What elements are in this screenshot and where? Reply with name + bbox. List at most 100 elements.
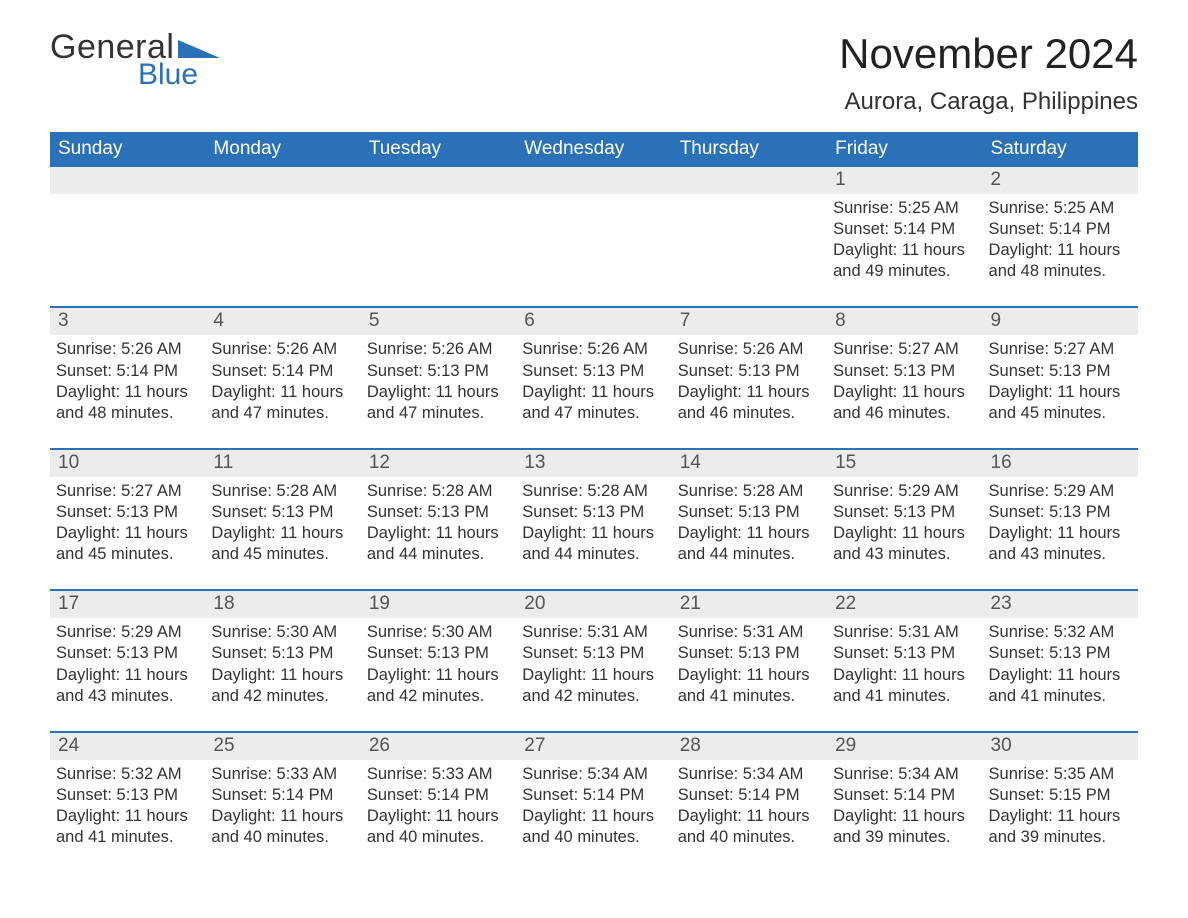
day-details: Sunrise: 5:33 AMSunset: 5:14 PMDaylight:… xyxy=(211,764,354,848)
weekday-header: Monday xyxy=(205,132,360,167)
sunset-text: Sunset: 5:13 PM xyxy=(833,502,976,523)
day-details: Sunrise: 5:34 AMSunset: 5:14 PMDaylight:… xyxy=(678,764,821,848)
daylight-text: Daylight: 11 hours and 49 minutes. xyxy=(833,240,976,282)
day-number-bar: 16 xyxy=(983,448,1138,477)
sunset-text: Sunset: 5:13 PM xyxy=(522,643,665,664)
sunset-text: Sunset: 5:13 PM xyxy=(989,361,1132,382)
day-number: 6 xyxy=(524,310,535,331)
day-number: 20 xyxy=(524,593,545,614)
sunset-text: Sunset: 5:13 PM xyxy=(833,643,976,664)
day-number: 1 xyxy=(835,169,846,190)
day-cell xyxy=(516,167,671,306)
daylight-text: Daylight: 11 hours and 42 minutes. xyxy=(367,665,510,707)
sunrise-text: Sunrise: 5:28 AM xyxy=(367,481,510,502)
sunset-text: Sunset: 5:13 PM xyxy=(678,643,821,664)
sunrise-text: Sunrise: 5:29 AM xyxy=(989,481,1132,502)
sunrise-text: Sunrise: 5:29 AM xyxy=(833,481,976,502)
daylight-text: Daylight: 11 hours and 42 minutes. xyxy=(522,665,665,707)
sunrise-text: Sunrise: 5:26 AM xyxy=(56,339,199,360)
daylight-text: Daylight: 11 hours and 40 minutes. xyxy=(678,806,821,848)
weekday-header: Wednesday xyxy=(516,132,671,167)
day-cell: 6 Sunrise: 5:26 AMSunset: 5:13 PMDaylight… xyxy=(516,306,671,447)
day-number-bar: 12 xyxy=(361,448,516,477)
weekday-header: Friday xyxy=(827,132,982,167)
day-details: Sunrise: 5:27 AMSunset: 5:13 PMDaylight:… xyxy=(56,481,199,565)
sunset-text: Sunset: 5:13 PM xyxy=(367,502,510,523)
day-cell: 27Sunrise: 5:34 AMSunset: 5:14 PMDayligh… xyxy=(516,731,671,872)
daylight-text: Daylight: 11 hours and 48 minutes. xyxy=(989,240,1132,282)
day-number: 17 xyxy=(58,593,79,614)
day-number: 9 xyxy=(991,310,1002,331)
weekday-header: Sunday xyxy=(50,132,205,167)
day-details: Sunrise: 5:25 AMSunset: 5:14 PMDaylight:… xyxy=(833,198,976,282)
week-row: 10 Sunrise: 5:27 AMSunset: 5:13 PMDayligh… xyxy=(50,448,1138,589)
day-number-bar: 25 xyxy=(205,731,360,760)
day-number: 4 xyxy=(213,310,224,331)
daylight-text: Daylight: 11 hours and 39 minutes. xyxy=(989,806,1132,848)
day-number: 28 xyxy=(680,735,701,756)
sunrise-text: Sunrise: 5:31 AM xyxy=(833,622,976,643)
sunrise-text: Sunrise: 5:28 AM xyxy=(522,481,665,502)
sunset-text: Sunset: 5:13 PM xyxy=(989,502,1132,523)
sunset-text: Sunset: 5:13 PM xyxy=(56,643,199,664)
day-cell: 10 Sunrise: 5:27 AMSunset: 5:13 PMDayligh… xyxy=(50,448,205,589)
day-cell: 9Sunrise: 5:27 AMSunset: 5:13 PMDaylight… xyxy=(983,306,1138,447)
day-details: Sunrise: 5:29 AMSunset: 5:13 PMDaylight:… xyxy=(833,481,976,565)
day-cell: 1 Sunrise: 5:25 AMSunset: 5:14 PMDaylight… xyxy=(827,167,982,306)
day-details: Sunrise: 5:26 AMSunset: 5:13 PMDaylight:… xyxy=(522,339,665,423)
sunrise-text: Sunrise: 5:29 AM xyxy=(56,622,199,643)
day-number-bar: 18 xyxy=(205,589,360,618)
day-number: 3 xyxy=(58,310,69,331)
day-details: Sunrise: 5:26 AMSunset: 5:14 PMDaylight:… xyxy=(211,339,354,423)
day-number-bar xyxy=(50,167,205,194)
sunrise-text: Sunrise: 5:26 AM xyxy=(211,339,354,360)
calendar-page: General Blue November 2024 Aurora, Carag… xyxy=(0,0,1188,912)
day-number: 5 xyxy=(369,310,380,331)
day-number: 26 xyxy=(369,735,390,756)
sunrise-text: Sunrise: 5:27 AM xyxy=(989,339,1132,360)
day-number: 10 xyxy=(58,452,79,473)
sunrise-text: Sunrise: 5:26 AM xyxy=(522,339,665,360)
daylight-text: Daylight: 11 hours and 41 minutes. xyxy=(678,665,821,707)
daylight-text: Daylight: 11 hours and 46 minutes. xyxy=(833,382,976,424)
sunset-text: Sunset: 5:14 PM xyxy=(522,785,665,806)
sunrise-text: Sunrise: 5:34 AM xyxy=(678,764,821,785)
daylight-text: Daylight: 11 hours and 47 minutes. xyxy=(522,382,665,424)
day-cell: 23Sunrise: 5:32 AMSunset: 5:13 PMDayligh… xyxy=(983,589,1138,730)
sunset-text: Sunset: 5:14 PM xyxy=(833,785,976,806)
sunrise-text: Sunrise: 5:33 AM xyxy=(367,764,510,785)
day-number-bar: 29 xyxy=(827,731,982,760)
day-number-bar xyxy=(672,167,827,194)
day-details: Sunrise: 5:28 AMSunset: 5:13 PMDaylight:… xyxy=(522,481,665,565)
sunrise-text: Sunrise: 5:32 AM xyxy=(989,622,1132,643)
day-cell: 18Sunrise: 5:30 AMSunset: 5:13 PMDayligh… xyxy=(205,589,360,730)
day-number: 8 xyxy=(835,310,846,331)
day-details: Sunrise: 5:25 AMSunset: 5:14 PMDaylight:… xyxy=(989,198,1132,282)
day-number: 23 xyxy=(991,593,1012,614)
sunset-text: Sunset: 5:14 PM xyxy=(367,785,510,806)
day-number: 25 xyxy=(213,735,234,756)
day-details: Sunrise: 5:32 AMSunset: 5:13 PMDaylight:… xyxy=(56,764,199,848)
day-number-bar: 9 xyxy=(983,306,1138,335)
sunrise-text: Sunrise: 5:30 AM xyxy=(367,622,510,643)
daylight-text: Daylight: 11 hours and 46 minutes. xyxy=(678,382,821,424)
sunrise-text: Sunrise: 5:35 AM xyxy=(989,764,1132,785)
sunset-text: Sunset: 5:13 PM xyxy=(522,502,665,523)
day-details: Sunrise: 5:33 AMSunset: 5:14 PMDaylight:… xyxy=(367,764,510,848)
day-cell: 16Sunrise: 5:29 AMSunset: 5:13 PMDayligh… xyxy=(983,448,1138,589)
weekday-header: Thursday xyxy=(672,132,827,167)
day-number-bar: 3 xyxy=(50,306,205,335)
day-details: Sunrise: 5:31 AMSunset: 5:13 PMDaylight:… xyxy=(522,622,665,706)
day-number-bar xyxy=(361,167,516,194)
sunset-text: Sunset: 5:14 PM xyxy=(211,785,354,806)
day-cell: 11Sunrise: 5:28 AMSunset: 5:13 PMDayligh… xyxy=(205,448,360,589)
day-number: 21 xyxy=(680,593,701,614)
day-number-bar: 4 xyxy=(205,306,360,335)
daylight-text: Daylight: 11 hours and 43 minutes. xyxy=(56,665,199,707)
day-number: 27 xyxy=(524,735,545,756)
day-cell: 3Sunrise: 5:26 AMSunset: 5:14 PMDaylight… xyxy=(50,306,205,447)
daylight-text: Daylight: 11 hours and 43 minutes. xyxy=(833,523,976,565)
day-number: 7 xyxy=(680,310,691,331)
sunrise-text: Sunrise: 5:32 AM xyxy=(56,764,199,785)
week-row: 1 Sunrise: 5:25 AMSunset: 5:14 PMDaylight… xyxy=(50,167,1138,306)
